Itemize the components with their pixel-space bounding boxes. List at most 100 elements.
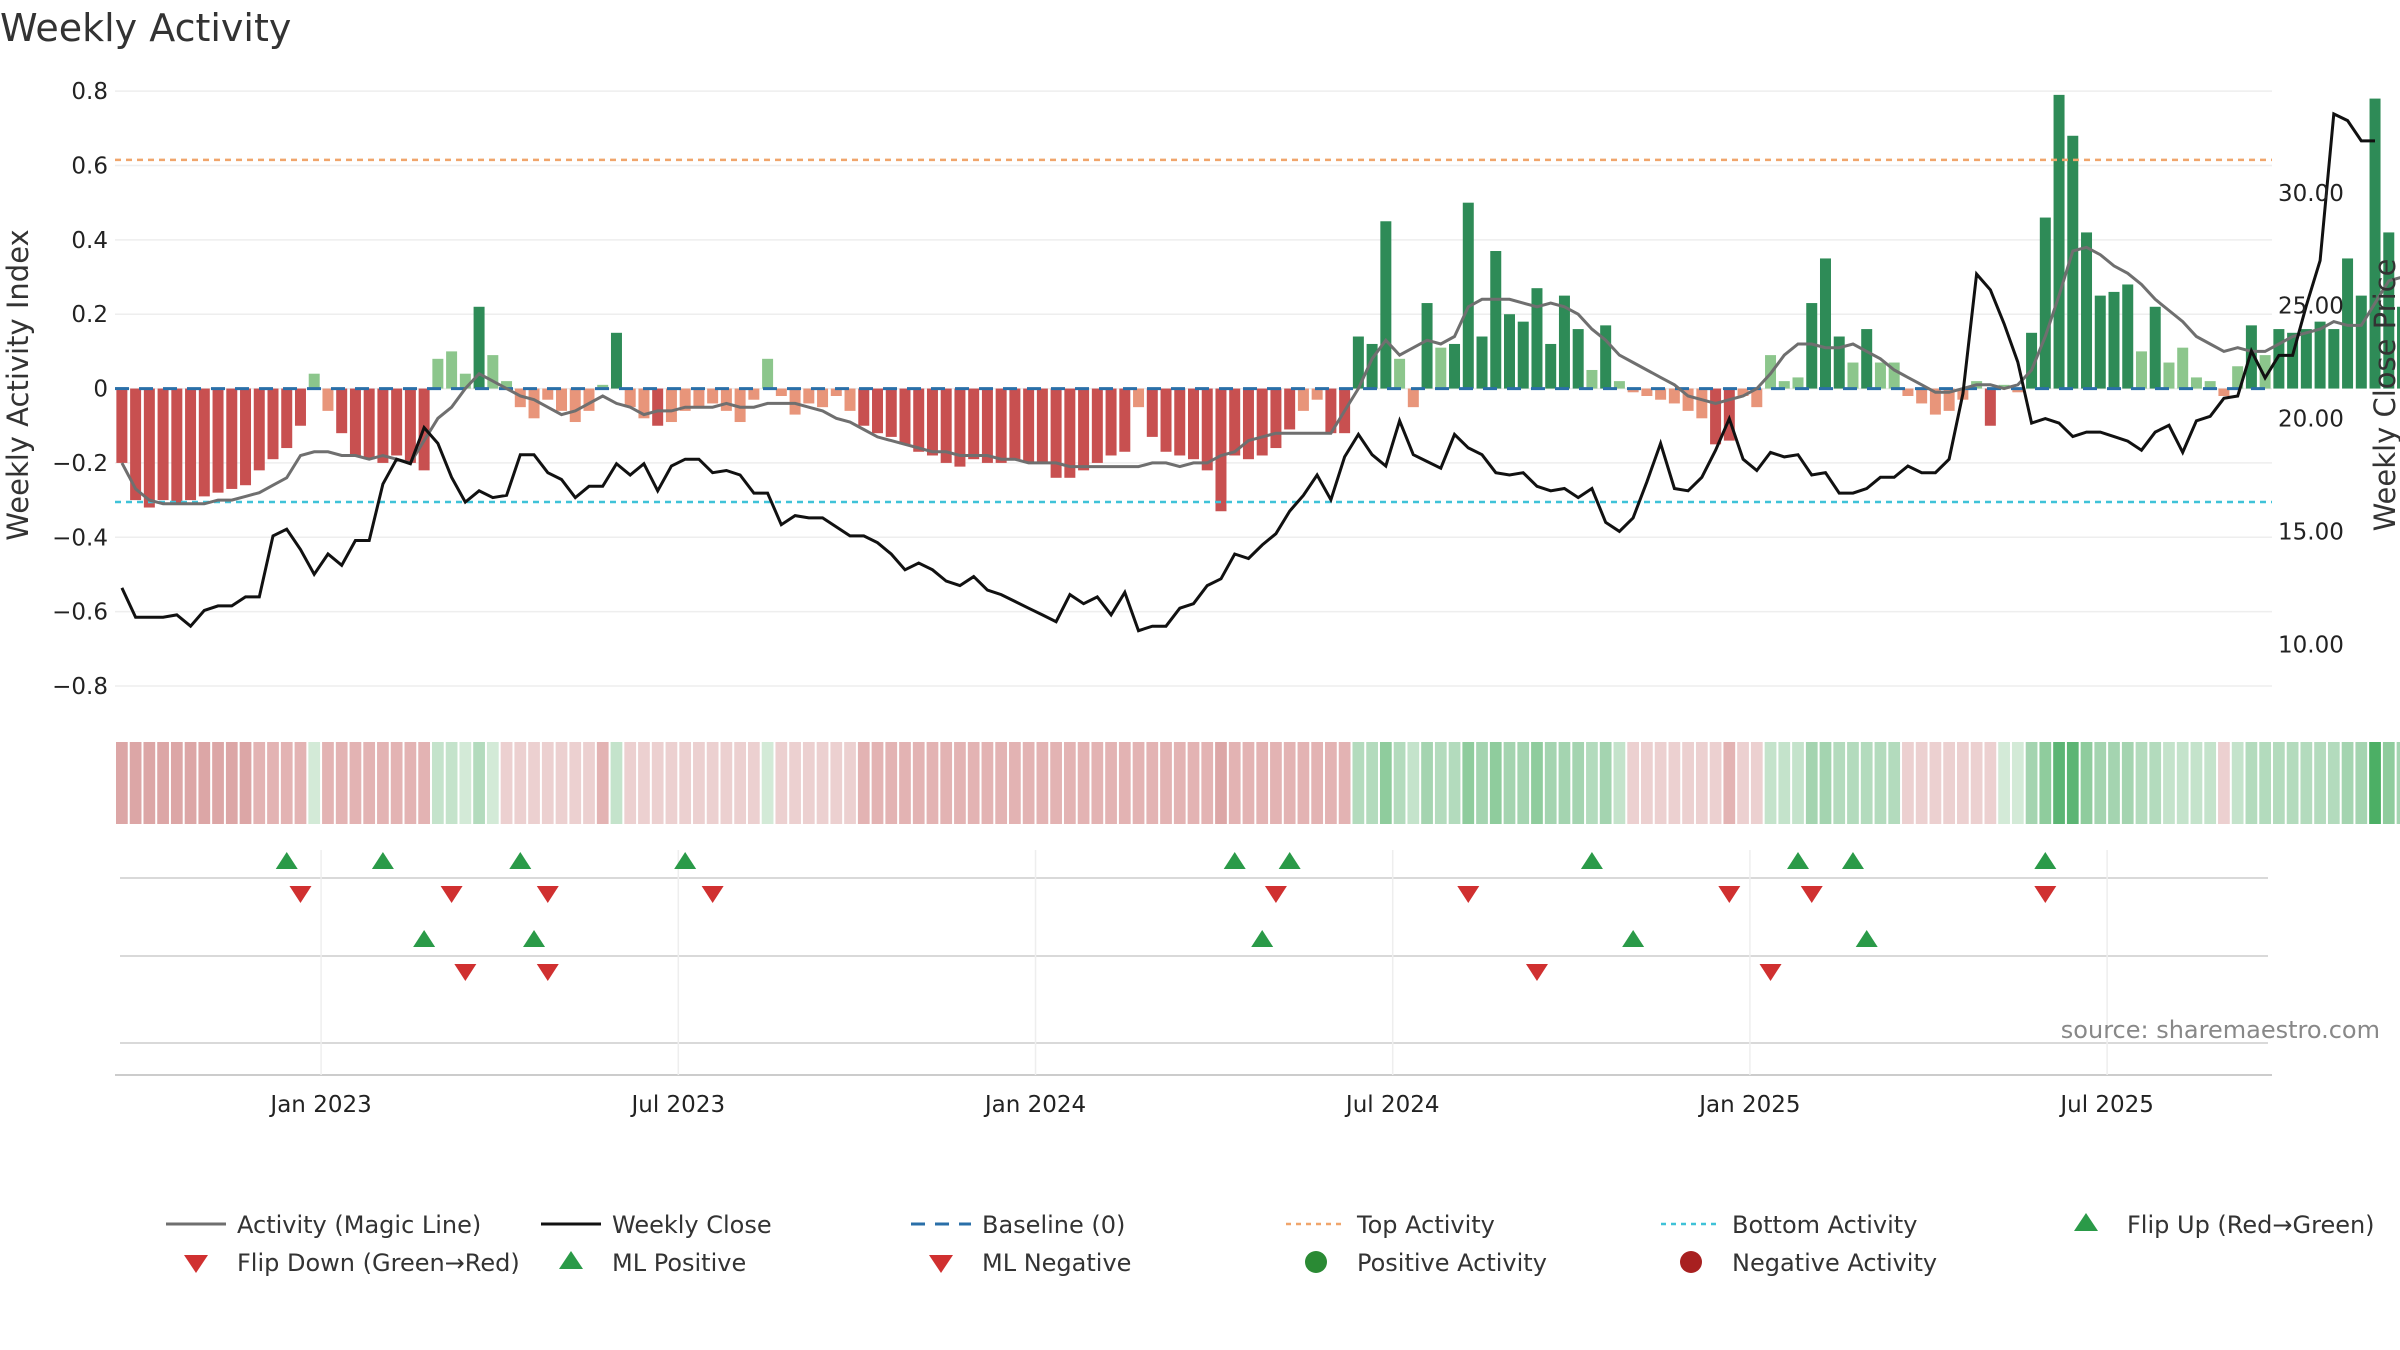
strip-cell — [1379, 742, 1392, 824]
activity-bar — [1119, 388, 1131, 452]
activity-bar — [2355, 295, 2367, 389]
y2-tick-label: 30.00 — [2278, 181, 2344, 207]
strip-cell — [1187, 742, 1200, 824]
strip-cell — [1586, 742, 1598, 824]
activity-bar — [858, 388, 870, 426]
ml-positive-marker — [523, 930, 546, 947]
strip-cell — [143, 742, 156, 824]
strip-cell — [1641, 742, 1653, 824]
activity-bar — [1751, 388, 1763, 408]
activity-bar — [1737, 388, 1749, 396]
strip-cell — [1421, 742, 1433, 824]
activity-bar — [349, 388, 361, 456]
strip-cell — [1009, 742, 1021, 824]
strip-cell — [1544, 742, 1557, 824]
x-tick-label: Jan 2023 — [268, 1092, 371, 1118]
activity-bar — [1325, 388, 1337, 434]
strip-cell — [596, 742, 609, 824]
activity-bar — [968, 388, 980, 460]
strip-cell — [816, 742, 829, 824]
strip-cell — [1228, 742, 1241, 824]
activity-bar — [1998, 384, 2010, 389]
y-tick-label: 0.6 — [71, 154, 108, 180]
strip-cell — [638, 742, 650, 824]
activity-bar — [1188, 388, 1199, 460]
strip-cell — [1091, 742, 1104, 824]
strip-cell — [239, 742, 252, 824]
activity-bar — [1297, 388, 1309, 411]
flip-up-marker — [275, 852, 298, 869]
strip-cell — [1077, 742, 1090, 824]
activity-bar — [734, 388, 746, 423]
flip-up-marker — [1787, 852, 1810, 869]
legend-swatch — [559, 1251, 583, 1269]
y2-tick-label: 10.00 — [2278, 632, 2344, 658]
activity-bar — [665, 388, 677, 423]
activity-bar — [1833, 336, 1845, 389]
activity-heat-strip — [116, 742, 2400, 824]
strip-cell — [390, 742, 403, 824]
strip-cell — [1105, 742, 1117, 824]
strip-cell — [1242, 742, 1255, 824]
strip-cell — [2163, 742, 2175, 824]
activity-bar — [748, 388, 760, 400]
strip-cell — [2066, 742, 2079, 824]
flip-down-marker — [701, 886, 724, 903]
flip-down-marker — [536, 886, 559, 903]
activity-bar — [1009, 388, 1021, 460]
activity-bar — [1311, 388, 1323, 400]
activity-bar — [679, 388, 691, 411]
ml-negative-marker — [1525, 964, 1548, 981]
activity-bar — [2204, 381, 2216, 389]
strip-cell — [2273, 742, 2285, 824]
activity-bar — [1558, 295, 1570, 389]
activity-bar — [1449, 343, 1461, 389]
strip-cell — [2053, 742, 2065, 824]
x-tick-label: Jan 2025 — [1697, 1092, 1800, 1118]
strip-cell — [1132, 742, 1145, 824]
activity-bar — [1874, 362, 1886, 389]
strip-cell — [184, 742, 197, 824]
activity-bar — [542, 388, 554, 400]
strip-cell — [1599, 742, 1612, 824]
activity-bar — [1394, 358, 1406, 389]
strip-cell — [981, 742, 994, 824]
activity-bar — [143, 388, 155, 508]
strip-cell — [198, 742, 211, 824]
activity-bar — [2081, 232, 2093, 389]
activity-bar — [294, 388, 306, 426]
strip-cell — [747, 742, 760, 824]
strip-cell — [802, 742, 815, 824]
activity-bar — [281, 388, 293, 449]
activity-bar — [1270, 388, 1282, 449]
activity-bar — [1476, 336, 1488, 389]
strip-cell — [541, 742, 554, 824]
strip-cell — [2094, 742, 2107, 824]
strip-cell — [1847, 742, 1859, 824]
activity-bar — [2149, 306, 2161, 389]
activity-bar — [501, 381, 513, 389]
y2-tick-label: 20.00 — [2278, 407, 2344, 433]
activity-bar — [514, 388, 526, 408]
strip-cell — [1503, 742, 1516, 824]
legend-label: Flip Up (Red→Green) — [2127, 1211, 2375, 1239]
strip-cell — [1407, 742, 1420, 824]
activity-bar — [2163, 362, 2175, 389]
strip-cell — [1270, 742, 1282, 824]
strip-cell — [1929, 742, 1942, 824]
activity-bar — [1160, 388, 1172, 452]
activity-bar — [1545, 343, 1557, 389]
activity-bar — [707, 388, 719, 404]
ml-positive-marker — [1622, 930, 1645, 947]
activity-bar — [1586, 369, 1598, 389]
strip-cell — [2080, 742, 2093, 824]
activity-bar — [1050, 388, 1062, 478]
strip-cell — [2011, 742, 2024, 824]
activity-bar — [1778, 381, 1790, 389]
strip-cell — [1750, 742, 1763, 824]
strip-cell — [1256, 742, 1269, 824]
strip-cell — [308, 742, 321, 824]
strip-cell — [225, 742, 238, 824]
activity-bar — [1380, 221, 1392, 389]
strip-cell — [1902, 742, 1914, 824]
